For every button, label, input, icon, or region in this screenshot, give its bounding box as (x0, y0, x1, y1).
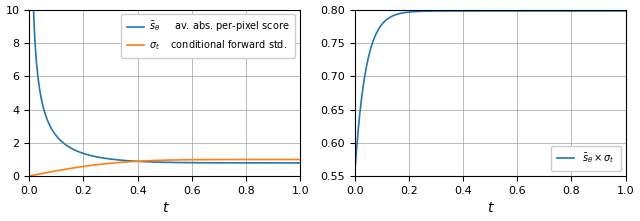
X-axis label: t: t (162, 202, 168, 215)
Legend: $\bar{s}_\theta \times \sigma_t$: $\bar{s}_\theta \times \sigma_t$ (551, 146, 621, 171)
X-axis label: t: t (488, 202, 493, 215)
Legend: $\bar{s}_\theta$     av. abs. per-pixel score, $\sigma_t$    conditional forward: $\bar{s}_\theta$ av. abs. per-pixel scor… (121, 14, 296, 58)
